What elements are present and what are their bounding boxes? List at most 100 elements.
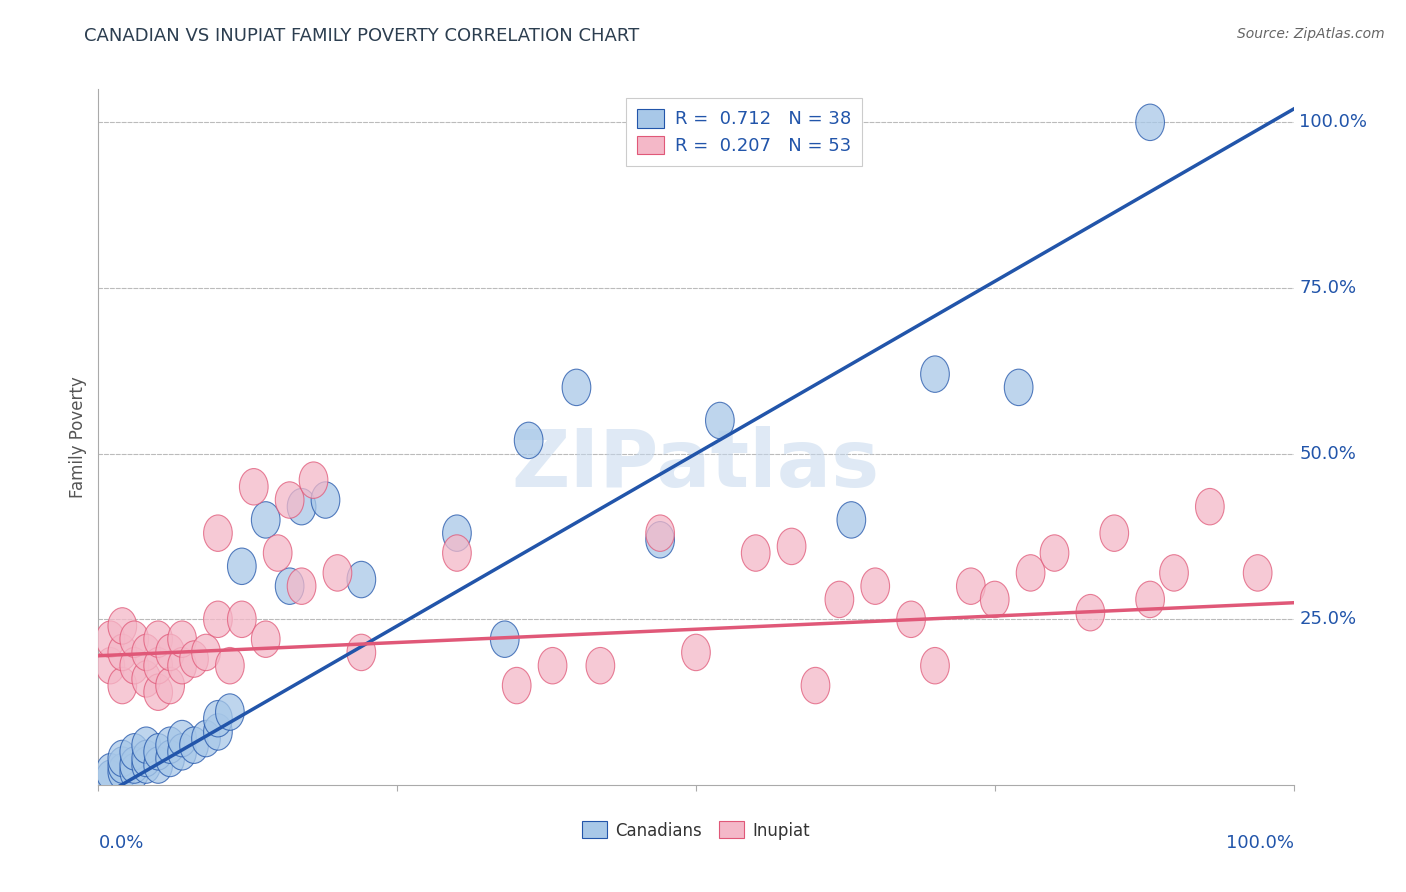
Ellipse shape <box>801 667 830 704</box>
Ellipse shape <box>132 727 160 764</box>
Ellipse shape <box>323 555 352 591</box>
Ellipse shape <box>741 535 770 571</box>
Ellipse shape <box>96 621 125 657</box>
Ellipse shape <box>108 634 136 671</box>
Ellipse shape <box>252 501 280 538</box>
Ellipse shape <box>778 528 806 565</box>
Y-axis label: Family Poverty: Family Poverty <box>69 376 87 498</box>
Ellipse shape <box>1160 555 1188 591</box>
Text: 100.0%: 100.0% <box>1299 113 1368 131</box>
Ellipse shape <box>491 621 519 657</box>
Ellipse shape <box>167 648 197 684</box>
Ellipse shape <box>921 648 949 684</box>
Ellipse shape <box>108 667 136 704</box>
Ellipse shape <box>156 727 184 764</box>
Ellipse shape <box>143 674 173 710</box>
Ellipse shape <box>120 648 149 684</box>
Ellipse shape <box>204 515 232 551</box>
Text: 25.0%: 25.0% <box>1299 610 1357 628</box>
Ellipse shape <box>143 648 173 684</box>
Ellipse shape <box>263 535 292 571</box>
Ellipse shape <box>311 482 340 518</box>
Ellipse shape <box>239 468 269 505</box>
Ellipse shape <box>204 601 232 638</box>
Ellipse shape <box>143 747 173 783</box>
Ellipse shape <box>276 568 304 605</box>
Text: CANADIAN VS INUPIAT FAMILY POVERTY CORRELATION CHART: CANADIAN VS INUPIAT FAMILY POVERTY CORRE… <box>84 27 640 45</box>
Ellipse shape <box>645 522 675 558</box>
Ellipse shape <box>347 561 375 598</box>
Ellipse shape <box>167 721 197 756</box>
Ellipse shape <box>96 754 125 790</box>
Ellipse shape <box>120 733 149 770</box>
Ellipse shape <box>191 634 221 671</box>
Ellipse shape <box>860 568 890 605</box>
Text: 50.0%: 50.0% <box>1299 444 1357 463</box>
Ellipse shape <box>1136 582 1164 617</box>
Ellipse shape <box>956 568 986 605</box>
Ellipse shape <box>180 727 208 764</box>
Ellipse shape <box>706 402 734 439</box>
Text: 75.0%: 75.0% <box>1299 279 1357 297</box>
Legend: Canadians, Inupiat: Canadians, Inupiat <box>575 814 817 847</box>
Ellipse shape <box>108 607 136 644</box>
Ellipse shape <box>1040 535 1069 571</box>
Text: 100.0%: 100.0% <box>1226 834 1294 852</box>
Ellipse shape <box>120 754 149 790</box>
Ellipse shape <box>180 640 208 677</box>
Ellipse shape <box>132 747 160 783</box>
Ellipse shape <box>132 661 160 698</box>
Ellipse shape <box>108 747 136 783</box>
Ellipse shape <box>562 369 591 406</box>
Ellipse shape <box>1243 555 1272 591</box>
Ellipse shape <box>252 621 280 657</box>
Ellipse shape <box>586 648 614 684</box>
Ellipse shape <box>143 621 173 657</box>
Ellipse shape <box>132 740 160 777</box>
Ellipse shape <box>167 733 197 770</box>
Ellipse shape <box>1099 515 1129 551</box>
Ellipse shape <box>443 535 471 571</box>
Ellipse shape <box>443 515 471 551</box>
Ellipse shape <box>980 582 1010 617</box>
Ellipse shape <box>1076 594 1105 631</box>
Ellipse shape <box>645 515 675 551</box>
Ellipse shape <box>204 714 232 750</box>
Ellipse shape <box>108 740 136 777</box>
Ellipse shape <box>837 501 866 538</box>
Ellipse shape <box>538 648 567 684</box>
Ellipse shape <box>897 601 925 638</box>
Ellipse shape <box>228 601 256 638</box>
Ellipse shape <box>1017 555 1045 591</box>
Ellipse shape <box>1004 369 1033 406</box>
Text: 0.0%: 0.0% <box>98 834 143 852</box>
Text: Source: ZipAtlas.com: Source: ZipAtlas.com <box>1237 27 1385 41</box>
Ellipse shape <box>825 582 853 617</box>
Ellipse shape <box>682 634 710 671</box>
Ellipse shape <box>108 754 136 790</box>
Ellipse shape <box>228 548 256 584</box>
Ellipse shape <box>120 621 149 657</box>
Ellipse shape <box>215 694 245 731</box>
Ellipse shape <box>156 634 184 671</box>
Ellipse shape <box>96 760 125 797</box>
Ellipse shape <box>191 721 221 756</box>
Ellipse shape <box>132 634 160 671</box>
Ellipse shape <box>120 747 149 783</box>
Text: ZIPatlas: ZIPatlas <box>512 425 880 504</box>
Ellipse shape <box>287 489 316 524</box>
Ellipse shape <box>502 667 531 704</box>
Ellipse shape <box>156 667 184 704</box>
Ellipse shape <box>299 462 328 499</box>
Ellipse shape <box>287 568 316 605</box>
Ellipse shape <box>143 733 173 770</box>
Ellipse shape <box>276 482 304 518</box>
Ellipse shape <box>921 356 949 392</box>
Ellipse shape <box>1136 104 1164 141</box>
Ellipse shape <box>1195 489 1225 524</box>
Ellipse shape <box>156 740 184 777</box>
Ellipse shape <box>515 422 543 458</box>
Ellipse shape <box>96 648 125 684</box>
Ellipse shape <box>347 634 375 671</box>
Ellipse shape <box>204 700 232 737</box>
